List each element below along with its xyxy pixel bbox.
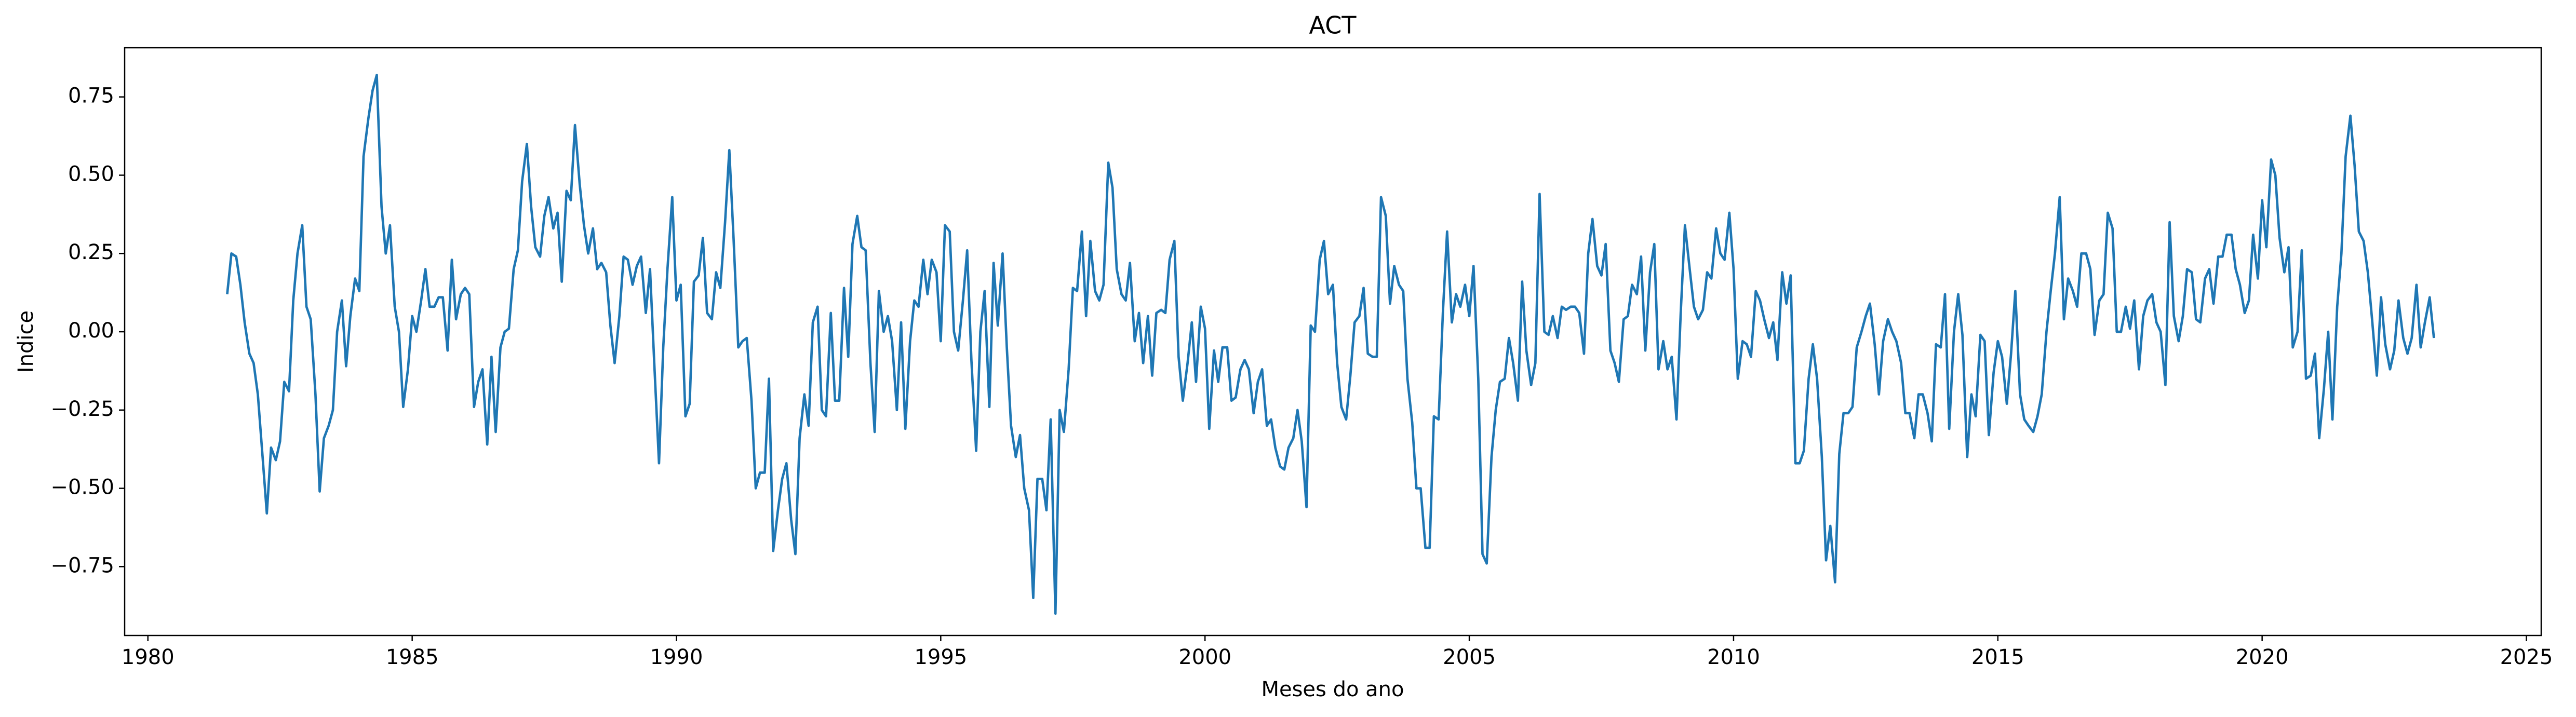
plot-frame [124,47,2542,637]
y-tick-label: −0.50 [50,476,114,499]
x-tick-label: 2020 [2236,645,2289,669]
x-tick-label: 1980 [122,645,175,669]
x-axis-label: Meses do ano [1261,678,1404,701]
x-tick-label: 1990 [650,645,703,669]
x-tick-label: 2010 [1707,645,1760,669]
y-tick-label: −0.75 [50,553,114,577]
y-tick-label: 0.50 [68,162,114,186]
x-tick-label: 2000 [1178,645,1231,669]
x-tick-label: 2025 [2500,645,2553,669]
y-axis-label: Indice [14,310,38,373]
x-tick-label: 2015 [1971,645,2024,669]
x-tick-label: 1995 [914,645,967,669]
y-tick-label: 0.25 [68,240,114,264]
x-tick-label: 1985 [386,645,439,669]
y-tick-label: 0.00 [68,319,114,343]
y-tick-label: 0.75 [68,84,114,108]
x-tick-label: 2005 [1443,645,1496,669]
data-line [226,74,2435,615]
chart-title: ACT [1309,11,1357,39]
y-tick-label: −0.25 [50,397,114,421]
